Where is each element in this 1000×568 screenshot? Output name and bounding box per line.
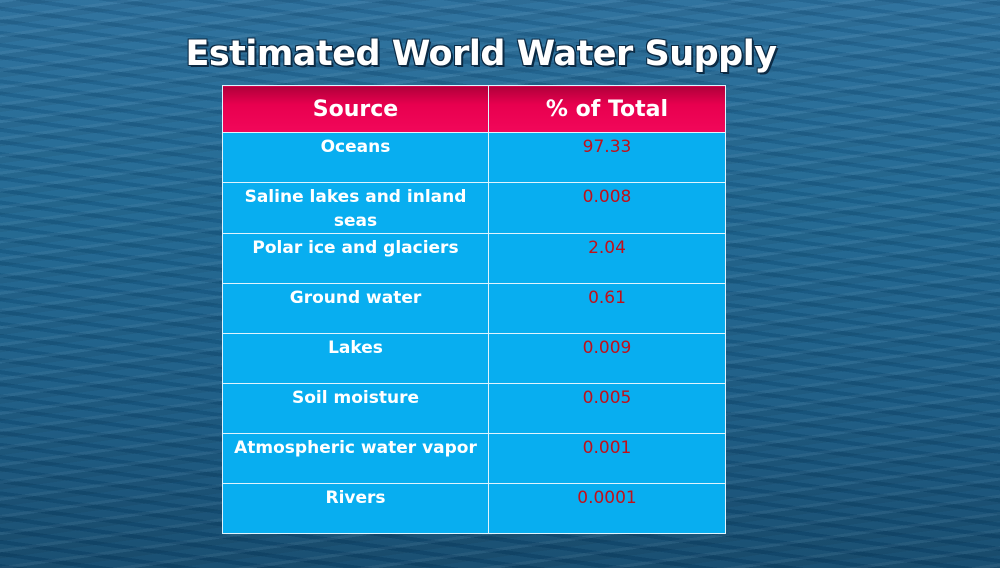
source-cell: Rivers: [222, 483, 489, 534]
percent-cell: 0.005: [488, 383, 726, 434]
header-cell: % of Total: [488, 85, 726, 133]
table-row: Rivers 0.0001: [222, 483, 726, 534]
source-cell: Lakes: [222, 333, 489, 384]
table-row: Ground water 0.61: [222, 283, 726, 334]
source-cell: Soil moisture: [222, 383, 489, 434]
table-row: Soil moisture 0.005: [222, 383, 726, 434]
percent-cell: 0.0001: [488, 483, 726, 534]
percent-cell: 0.61: [488, 283, 726, 334]
table-row: Atmospheric water vapor 0.001: [222, 433, 726, 484]
percent-cell: 0.008: [488, 182, 726, 234]
source-cell: Ground water: [222, 283, 489, 334]
header-row: Source % of Total: [222, 85, 726, 133]
table-row: Oceans 97.33: [222, 132, 726, 183]
source-cell: Oceans: [222, 132, 489, 183]
water-table: Source % of Total Oceans 97.33 Saline lake…: [222, 85, 726, 534]
percent-cell: 97.33: [488, 132, 726, 183]
table-row: Saline lakes and inland seas 0.008: [222, 182, 726, 234]
header-cell: Source: [222, 85, 489, 133]
percent-cell: 0.009: [488, 333, 726, 384]
percent-cell: 2.04: [488, 233, 726, 284]
table-row: Lakes 0.009: [222, 333, 726, 384]
table-row: Polar ice and glaciers 2.04: [222, 233, 726, 284]
percent-cell: 0.001: [488, 433, 726, 484]
source-cell: Atmospheric water vapor: [222, 433, 489, 484]
source-cell: Polar ice and glaciers: [222, 233, 489, 284]
source-cell: Saline lakes and inland seas: [222, 182, 489, 234]
slide-title: Estimated World Water Supply: [185, 34, 777, 74]
